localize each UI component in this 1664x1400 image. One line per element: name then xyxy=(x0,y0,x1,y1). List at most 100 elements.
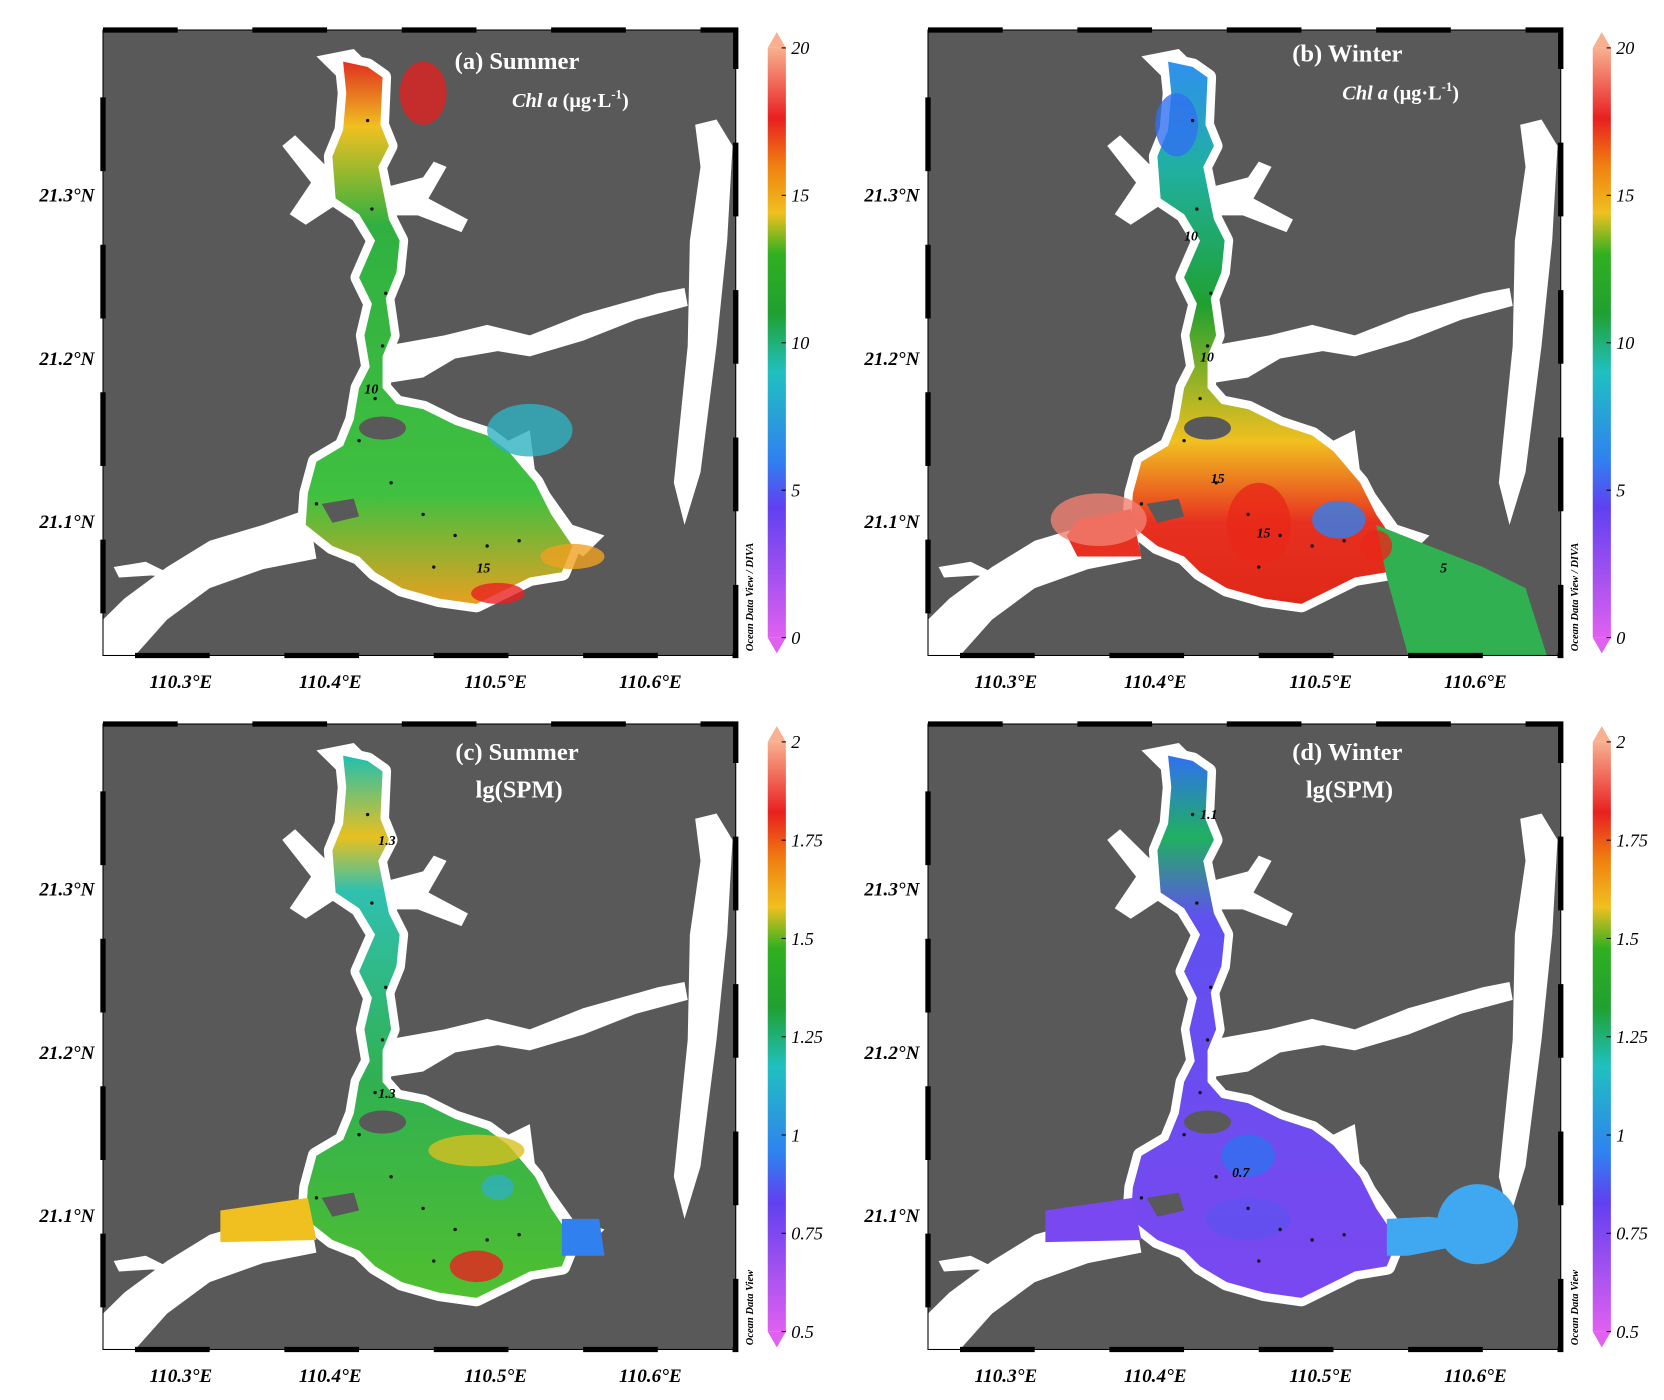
water xyxy=(113,561,178,578)
station xyxy=(384,291,388,295)
station xyxy=(384,985,388,989)
lat-label: 21.3°N xyxy=(863,186,920,207)
station xyxy=(380,344,385,348)
sampled-region xyxy=(305,61,573,604)
island xyxy=(321,1192,360,1217)
map xyxy=(928,724,1561,1350)
credit: Ocean Data View / DIVA xyxy=(745,543,756,652)
station xyxy=(1257,565,1261,569)
gradient-blob xyxy=(1360,530,1393,562)
station xyxy=(432,565,436,569)
colorbar-tick-label: 15 xyxy=(1616,186,1634,206)
lon-label: 110.6°E xyxy=(1444,1366,1507,1387)
colorbar-tick-label: 1.5 xyxy=(791,929,814,949)
colorbar-tick-label: 1.75 xyxy=(791,831,823,851)
panel-subtitle: Chl a (μg·L-1) xyxy=(512,88,629,112)
gradient-blob xyxy=(449,1250,504,1283)
lat-label: 21.2°N xyxy=(863,1043,920,1064)
colorbar-tick-label: 5 xyxy=(1616,481,1625,501)
lat-label: 21.3°N xyxy=(38,880,95,901)
subtitle-sup: -1 xyxy=(611,88,622,102)
gradient-blob xyxy=(540,543,605,570)
water xyxy=(282,829,338,919)
sampled-region xyxy=(1376,524,1547,656)
colorbar xyxy=(1592,47,1611,638)
island xyxy=(1184,416,1232,440)
panel-title: (d) Winter xyxy=(1292,739,1402,766)
colorbar-cap xyxy=(1592,32,1611,48)
station xyxy=(1209,291,1213,295)
colorbar-tick-label: 1 xyxy=(1616,1125,1625,1145)
colorbar-tick-label: 0.5 xyxy=(791,1322,814,1342)
station xyxy=(373,1090,377,1095)
contour-label: 5 xyxy=(1440,560,1447,575)
colorbar-tick-label: 0.75 xyxy=(1616,1224,1648,1244)
lat-label: 21.3°N xyxy=(38,186,95,207)
colorbar-tick-label: 2 xyxy=(1616,732,1625,752)
contour-label: 15 xyxy=(1211,471,1225,486)
subtitle-unit: (μg·L xyxy=(1388,83,1442,105)
colorbar-tick-label: 10 xyxy=(791,333,809,353)
gradient-blob xyxy=(481,1174,514,1200)
water xyxy=(385,287,688,383)
credit: Ocean Data View / DIVA xyxy=(1570,543,1581,652)
contour-label: 15 xyxy=(1257,526,1271,541)
contour-label: 10 xyxy=(1184,229,1198,244)
gradient-blob xyxy=(1205,1197,1291,1240)
station xyxy=(1342,539,1346,543)
colorbar xyxy=(767,47,786,638)
station xyxy=(1139,1196,1144,1200)
contour-label: 10 xyxy=(1200,350,1214,365)
sampled-region xyxy=(1045,1197,1142,1243)
gradient-blob xyxy=(1050,493,1147,546)
station xyxy=(365,118,370,123)
map-panel: 1.3 1.3 (c) Summer lg(SPM) Ocean Data View 0.… xyxy=(38,721,823,1387)
gradient-blob xyxy=(471,582,525,604)
island xyxy=(359,1110,407,1134)
station xyxy=(1190,118,1195,123)
contour-label: 15 xyxy=(476,560,490,575)
lon-label: 110.3°E xyxy=(150,1366,213,1387)
contour-label: 1.3 xyxy=(378,833,395,848)
colorbar-cap xyxy=(767,637,786,654)
station xyxy=(1182,438,1186,443)
island xyxy=(1184,1110,1232,1134)
water xyxy=(103,509,317,656)
gradient-blob xyxy=(1312,500,1366,539)
station xyxy=(365,812,370,817)
gradient-blob xyxy=(428,1134,525,1167)
lon-label: 110.6°E xyxy=(619,1366,682,1387)
contour-label: 0.7 xyxy=(1232,1165,1250,1180)
map xyxy=(103,724,736,1350)
lon-label: 110.5°E xyxy=(1289,1366,1352,1387)
lat-label: 21.3°N xyxy=(863,880,920,901)
colorbar-tick-label: 1.25 xyxy=(1616,1027,1648,1047)
lon-label: 110.6°E xyxy=(1444,672,1507,693)
station xyxy=(1182,1132,1186,1137)
water xyxy=(673,119,733,525)
station xyxy=(453,533,457,538)
lat-label: 21.2°N xyxy=(38,1043,95,1064)
gradient-blob xyxy=(1221,1134,1275,1177)
lon-label: 110.3°E xyxy=(975,1366,1038,1387)
colorbar-cap xyxy=(1592,1331,1611,1348)
water xyxy=(1207,161,1293,233)
station xyxy=(1310,544,1314,548)
station xyxy=(380,1038,385,1042)
contour-label: 1.3 xyxy=(378,1086,395,1101)
island xyxy=(1146,498,1185,523)
colorbar-cap xyxy=(767,726,786,742)
colorbar-tick-label: 20 xyxy=(791,38,809,58)
station xyxy=(1190,812,1195,817)
water xyxy=(938,561,1003,578)
station xyxy=(357,438,361,443)
panel-title: (b) Winter xyxy=(1292,41,1402,68)
lon-label: 110.4°E xyxy=(1124,1366,1187,1387)
station xyxy=(314,502,319,506)
subtitle-close: ) xyxy=(622,90,629,112)
station xyxy=(1139,502,1144,506)
station xyxy=(421,512,425,517)
colorbar xyxy=(1592,741,1611,1332)
water xyxy=(1498,813,1558,1219)
